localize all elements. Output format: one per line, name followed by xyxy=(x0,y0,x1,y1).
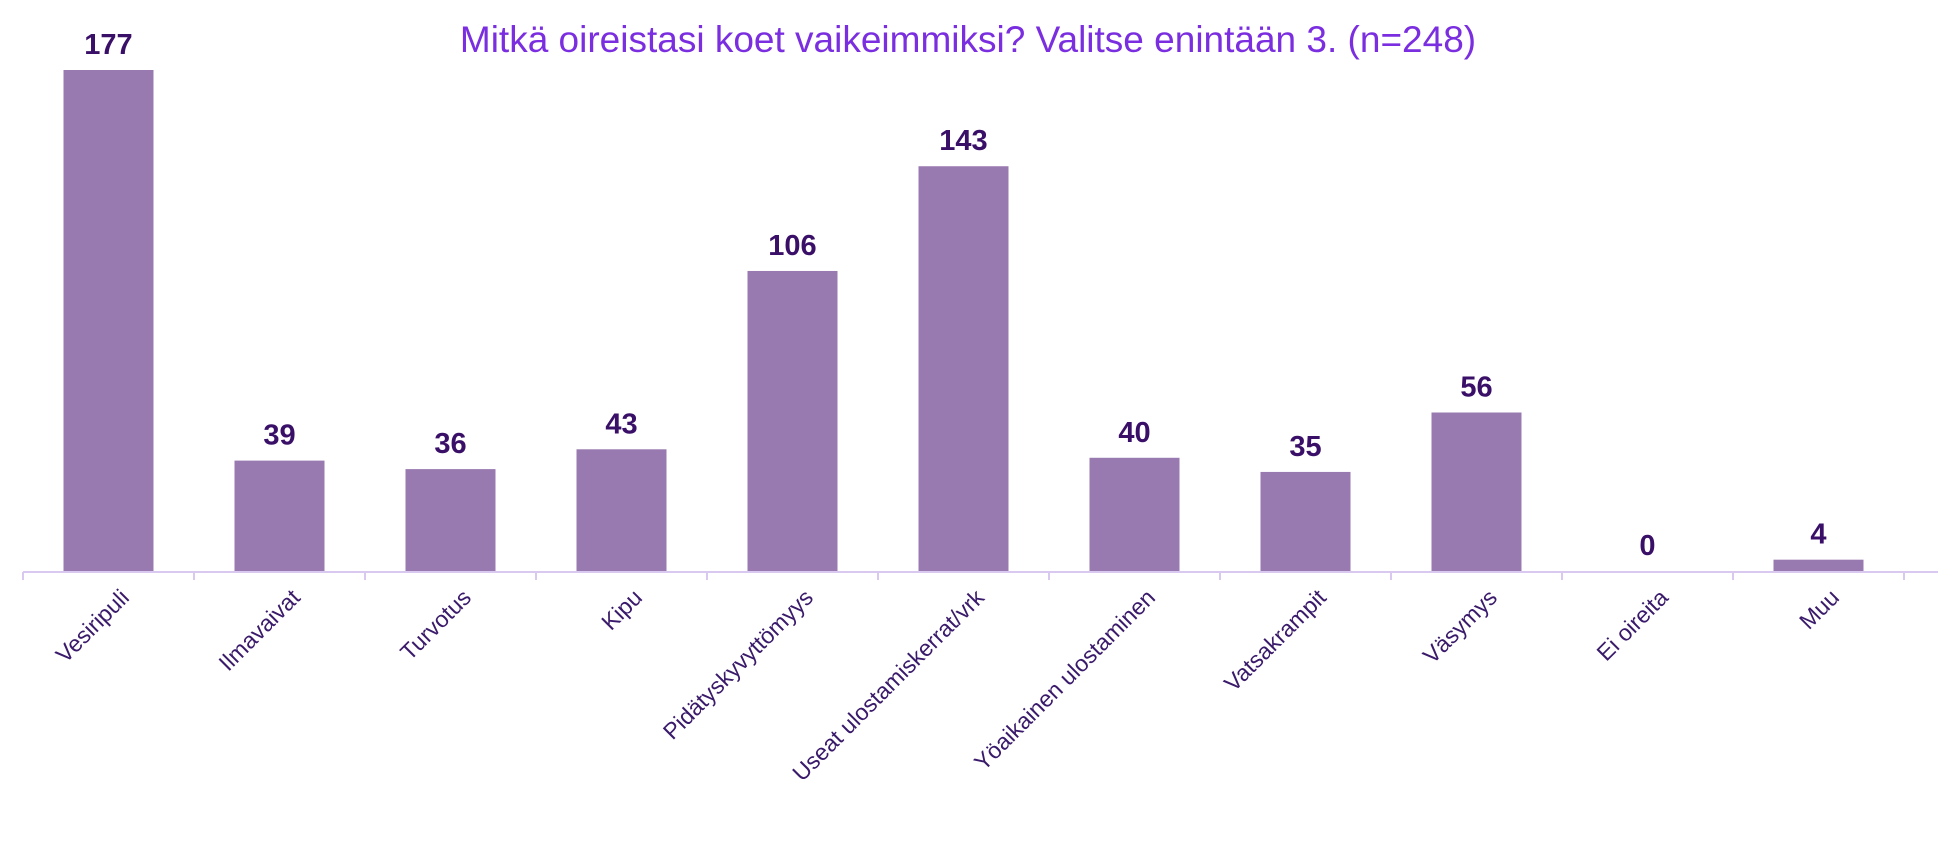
data-label: 177 xyxy=(84,29,132,61)
category-label: Pidätyskyvyttömyys xyxy=(658,584,818,744)
bar xyxy=(1431,412,1522,571)
data-label: 143 xyxy=(939,125,987,157)
category-label: Yöaikainen ulostaminen xyxy=(969,584,1160,775)
category-label: Ei oireita xyxy=(1591,584,1673,666)
bar xyxy=(1089,457,1180,571)
bar xyxy=(747,270,838,571)
data-label: 0 xyxy=(1639,530,1655,562)
bar xyxy=(576,449,667,571)
data-label: 106 xyxy=(768,230,816,262)
bar xyxy=(918,166,1009,571)
bar xyxy=(63,70,154,571)
category-label: Kipu xyxy=(596,584,647,635)
data-label: 39 xyxy=(263,420,295,452)
bar xyxy=(405,469,496,571)
data-label: 35 xyxy=(1289,431,1321,463)
category-label: Ilmavaivat xyxy=(213,584,305,676)
category-label: Turvotus xyxy=(395,584,476,665)
data-label: 4 xyxy=(1810,519,1826,551)
bar xyxy=(1260,471,1351,571)
bar xyxy=(1773,559,1864,571)
data-label: 43 xyxy=(605,408,637,440)
category-label: Muu xyxy=(1794,584,1844,634)
category-label: Vesiripuli xyxy=(51,584,134,667)
bar xyxy=(234,460,325,571)
chart-title: Mitkä oireistasi koet vaikeimmiksi? Vali… xyxy=(460,19,1476,60)
category-label: Vatsakrampit xyxy=(1219,584,1332,697)
category-label: Useat ulostamiskerrat/vrk xyxy=(787,584,989,786)
data-label: 56 xyxy=(1460,371,1492,403)
data-label: 36 xyxy=(434,428,466,460)
category-label: Väsymys xyxy=(1418,584,1502,668)
data-label: 40 xyxy=(1118,417,1150,449)
